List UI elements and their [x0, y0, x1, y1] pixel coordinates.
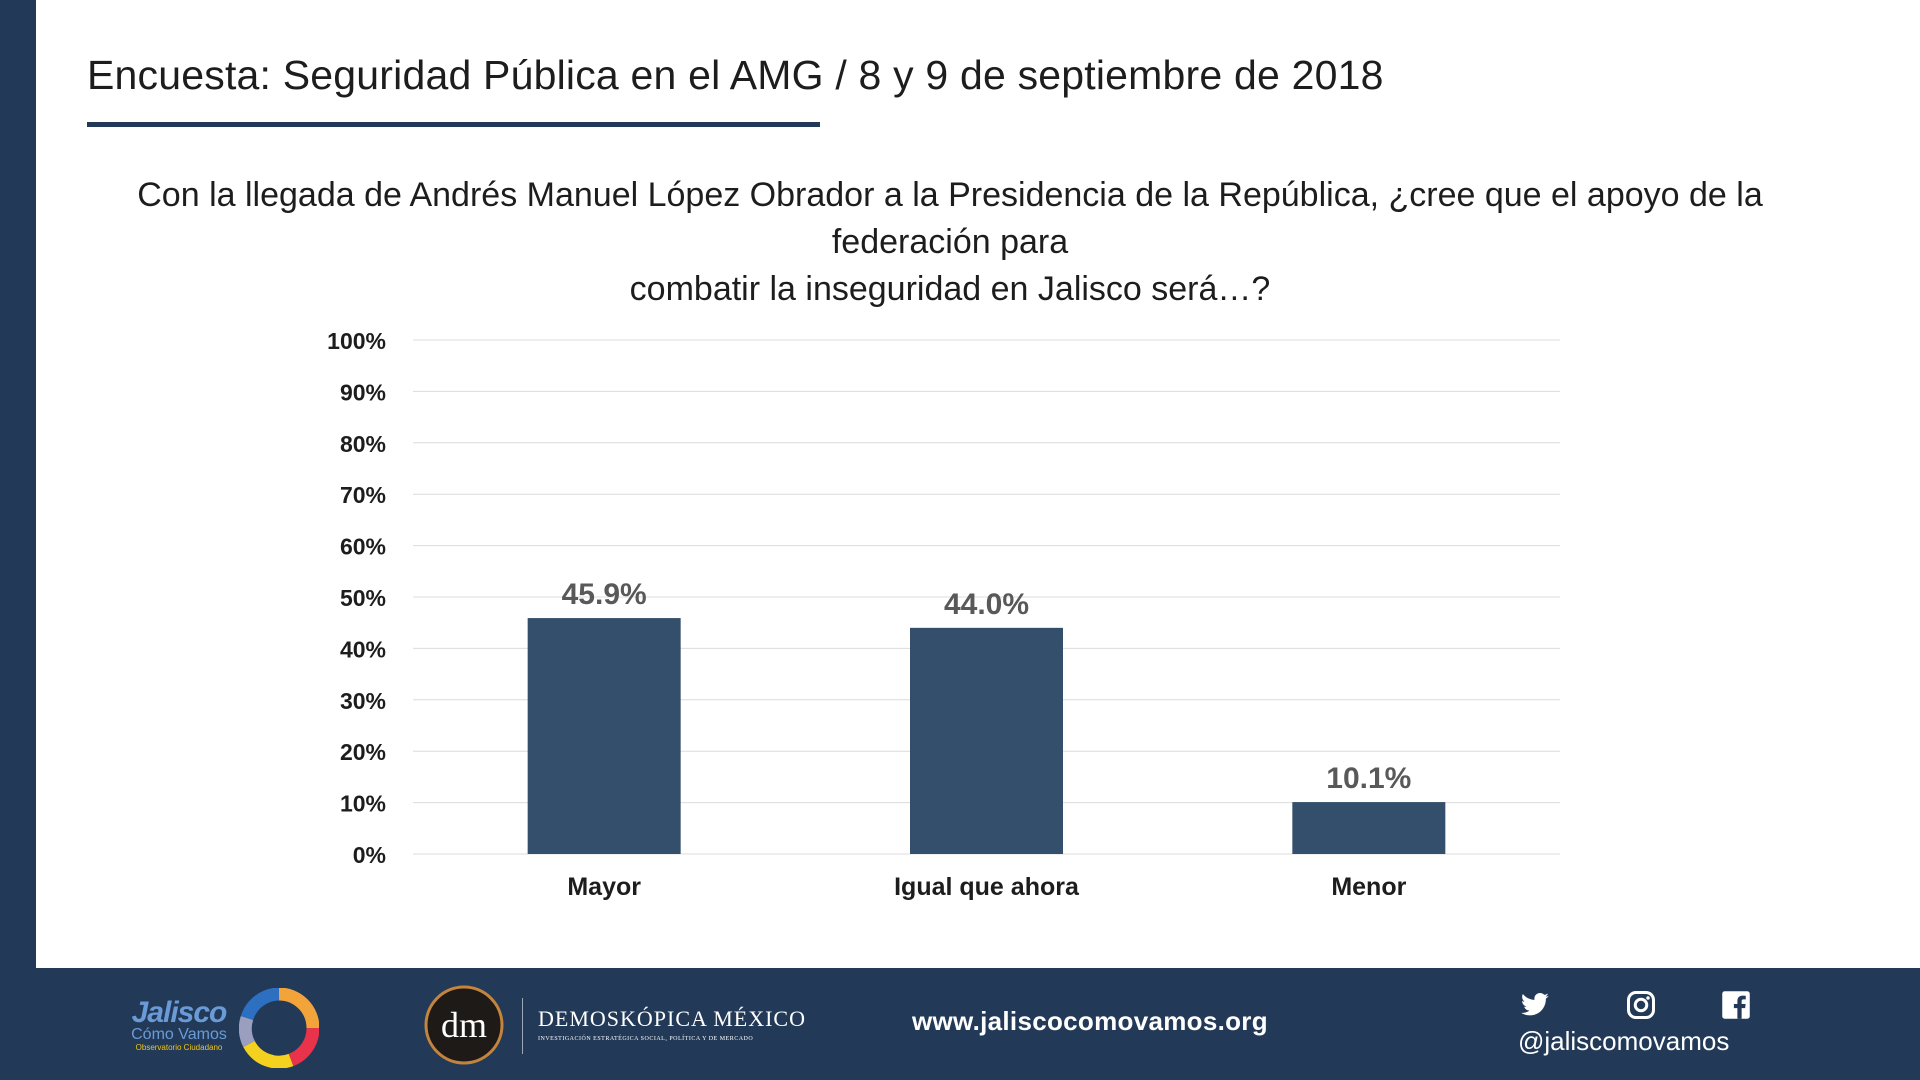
jcv-wordmark: Jalisco Cómo Vamos Observatorio Ciudadan…: [124, 998, 234, 1052]
dm-tagline: INVESTIGACIÓN ESTRATÉGICA SOCIAL, POLÍTI…: [538, 1036, 754, 1042]
bar: [1292, 802, 1446, 854]
x-category-label: Mayor: [567, 873, 641, 901]
bar: [910, 627, 1063, 854]
y-tick-label: 10%: [340, 791, 386, 817]
facebook-icon[interactable]: [1721, 990, 1751, 1020]
y-tick-label: 70%: [340, 482, 386, 508]
y-tick-label: 60%: [340, 534, 386, 560]
dm-monogram-text: dm: [441, 1005, 487, 1045]
y-tick-label: 80%: [340, 431, 386, 457]
y-tick-label: 90%: [340, 379, 386, 405]
bar-chart: 0% 10% 20% 30% 40% 50% 60% 70% 80% 90% 100% 45.9% Ma…: [327, 328, 1560, 901]
jcv-line-1: Jalisco: [131, 996, 228, 1029]
title-underline: [87, 122, 820, 127]
dm-name: DEMOSKÓPICA MÉXICO: [538, 1006, 806, 1031]
data-label: 45.9%: [562, 578, 647, 611]
dm-divider: [522, 998, 523, 1054]
x-category-label: Menor: [1331, 873, 1406, 901]
left-accent-bar: [0, 0, 36, 968]
y-tick-label: 50%: [340, 585, 386, 611]
y-tick-label: 100%: [327, 328, 386, 354]
footer: Jalisco Cómo Vamos Observatorio Ciudadan…: [0, 968, 1920, 1080]
twitter-icon[interactable]: [1518, 990, 1552, 1020]
jcv-line-3: Observatorio Ciudadano: [135, 1043, 223, 1052]
demoskopica-logo[interactable]: dm DEMOSKÓPICA MÉXICO INVESTIGACIÓN ESTR…: [423, 984, 805, 1066]
question-line-1: Con la llegada de Andrés Manuel López Ob…: [137, 176, 1763, 261]
x-category-label: Igual que ahora: [894, 873, 1080, 901]
y-tick-label: 20%: [340, 739, 386, 765]
instagram-icon[interactable]: [1626, 990, 1656, 1020]
data-label: 44.0%: [944, 588, 1029, 621]
jcv-line-2: Cómo Vamos: [131, 1026, 227, 1043]
y-tick-label: 0%: [353, 842, 386, 868]
y-tick-label: 30%: [340, 688, 386, 714]
data-label: 10.1%: [1326, 762, 1411, 795]
page-title: Encuesta: Seguridad Pública en el AMG / …: [87, 52, 1384, 98]
jcv-ring-icon: [239, 988, 319, 1068]
dm-monogram-icon: dm: [424, 985, 504, 1065]
social-handle[interactable]: @jaliscomovamos: [1518, 1026, 1730, 1056]
question-line-2: combatir la inseguridad en Jalisco será……: [629, 270, 1271, 308]
social-block: @jaliscomovamos: [1518, 990, 1758, 1070]
jalisco-como-vamos-logo[interactable]: Jalisco Cómo Vamos Observatorio Ciudadan…: [124, 988, 324, 1068]
website-link[interactable]: www.jaliscocomovamos.org: [912, 1006, 1268, 1036]
y-tick-label: 40%: [340, 636, 386, 662]
survey-question: Con la llegada de Andrés Manuel López Ob…: [60, 172, 1840, 313]
bar: [527, 618, 681, 854]
